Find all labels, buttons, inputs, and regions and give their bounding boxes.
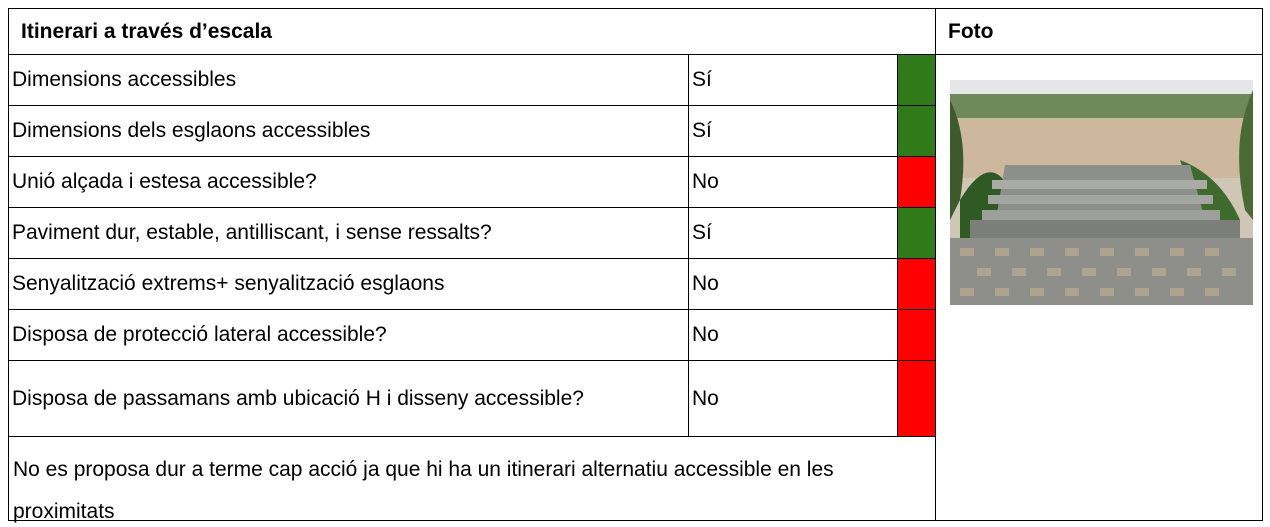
status-swatch [897, 54, 936, 106]
row-answer: Sí [688, 54, 898, 106]
row-answer: Sí [688, 105, 898, 157]
row-label: Senyalització extrems+ senyalització esg… [8, 258, 689, 310]
row-label: Disposa de protecció lateral accessible? [8, 309, 689, 361]
row-answer: No [688, 156, 898, 208]
row-label: Dimensions accessibles [8, 54, 689, 106]
status-swatch [897, 207, 936, 259]
row-answer: No [688, 258, 898, 310]
row-answer: No [688, 309, 898, 361]
row-answer: Sí [688, 207, 898, 259]
row-label: Dimensions dels esglaons accessibles [8, 105, 689, 157]
table-title: Itinerari a través d’escala [8, 8, 936, 55]
row-label: Paviment dur, estable, antilliscant, i s… [8, 207, 689, 259]
status-swatch [897, 105, 936, 157]
row-label: Disposa de passamans amb ubicació H i di… [8, 360, 689, 437]
photo-label: Foto [935, 8, 1263, 55]
status-swatch [897, 309, 936, 361]
status-swatch [897, 360, 936, 437]
status-swatch [897, 156, 936, 208]
note: No es proposa dur a terme cap acció ja q… [8, 436, 936, 523]
status-swatch [897, 258, 936, 310]
row-label: Unió alçada i estesa accessible? [8, 156, 689, 208]
row-answer: No [688, 360, 898, 437]
photo [950, 80, 1253, 305]
